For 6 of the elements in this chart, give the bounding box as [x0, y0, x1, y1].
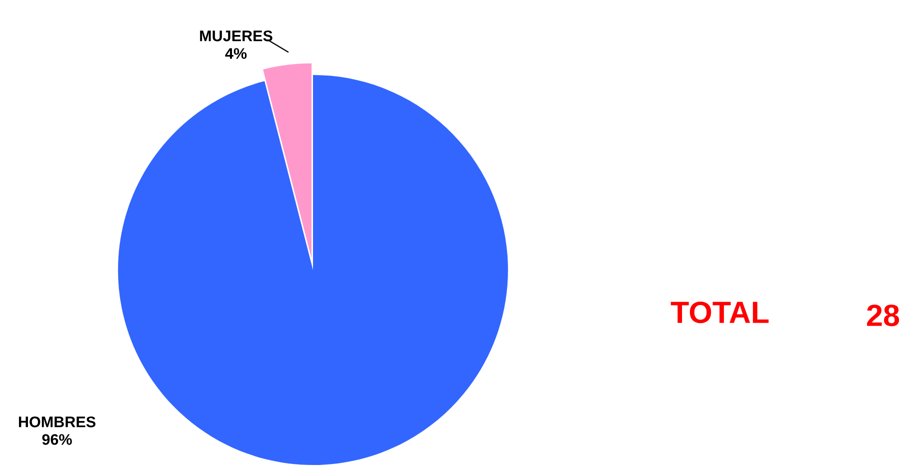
data-label: 4%: [225, 48, 247, 59]
text: TOTAL: [670, 302, 769, 324]
text: 28: [867, 304, 900, 326]
data-label: 96%: [42, 434, 72, 445]
slice-label: HOMBRES: [18, 416, 96, 428]
slice-label: MUJERES: [200, 30, 272, 42]
